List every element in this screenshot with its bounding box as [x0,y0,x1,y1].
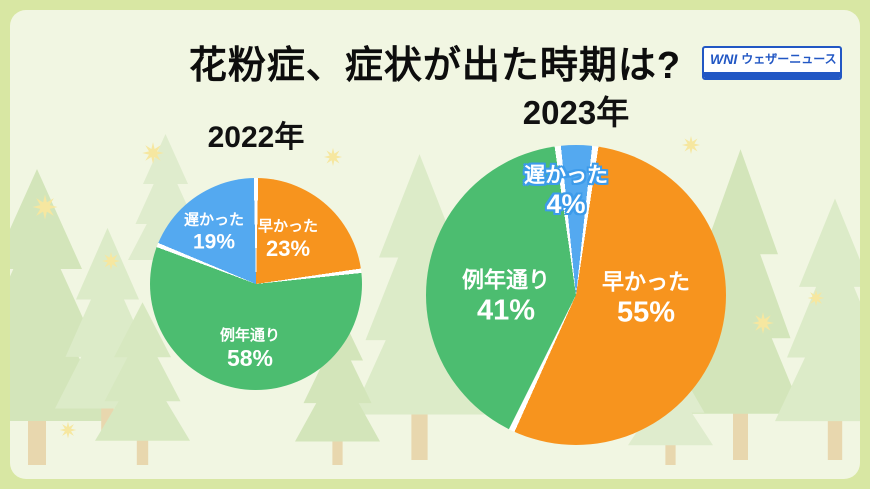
pollen-decoration [680,134,702,156]
tree-decoration [10,165,112,465]
slice-label-2023-late: 遅かった 4% [524,163,608,221]
slice-label-2022-early: 早かった 23% [258,218,318,262]
slice-value: 58% [226,345,274,372]
wni-logo-icon: WNI [710,50,738,67]
pollen-decoration [750,310,776,336]
pollen-decoration [100,250,122,272]
wni-brand-text: ウェザーニュース [741,52,837,66]
content-panel: 花粉症、症状が出た時期は? WNI ウェザーニュース 2022年 2023年 早… [10,10,860,479]
weathernews-logo-row: WNI ウェザーニュース [704,48,840,67]
pollen-decoration [806,288,826,308]
tree-decoration [55,225,160,440]
slice-name: 例年通り [219,327,281,345]
slice-label-2022-late: 遅かった 19% [184,211,244,254]
slice-value: 19% [192,230,236,254]
weathernews-logo: WNI ウェザーニュース [702,46,842,80]
chart-title-2023: 2023年 [522,94,630,131]
slice-label-2022-usual: 例年通り 58% [220,327,280,373]
slice-name: 早かった [257,217,319,235]
page-title: 花粉症、症状が出た時期は? [188,45,682,87]
slice-label-2023-usual: 例年通り 41% [462,267,550,328]
slice-name: 遅かった [183,211,245,229]
slice-value: 41% [476,294,536,327]
pollen-decoration [58,420,78,440]
slice-name: 早かった [601,269,691,295]
pie-chart-2022: 早かった 23% 例年通り 58% 遅かった 19% [150,178,362,390]
slice-value: 23% [265,235,311,261]
slice-label-2023-early: 早かった 55% [602,269,690,330]
slice-name: 例年通り [461,267,551,293]
chart-title-2022: 2022年 [207,121,305,154]
pie-chart-2023: 遅かった 4% 早かった 55% 例年通り 41% [426,145,726,445]
slice-value: 4% [546,189,586,220]
tree-decoration [775,195,860,460]
slice-name: 遅かった [524,164,608,188]
wni-logo-bar [704,72,840,78]
slice-value: 55% [616,296,676,329]
pollen-decoration [30,192,60,222]
